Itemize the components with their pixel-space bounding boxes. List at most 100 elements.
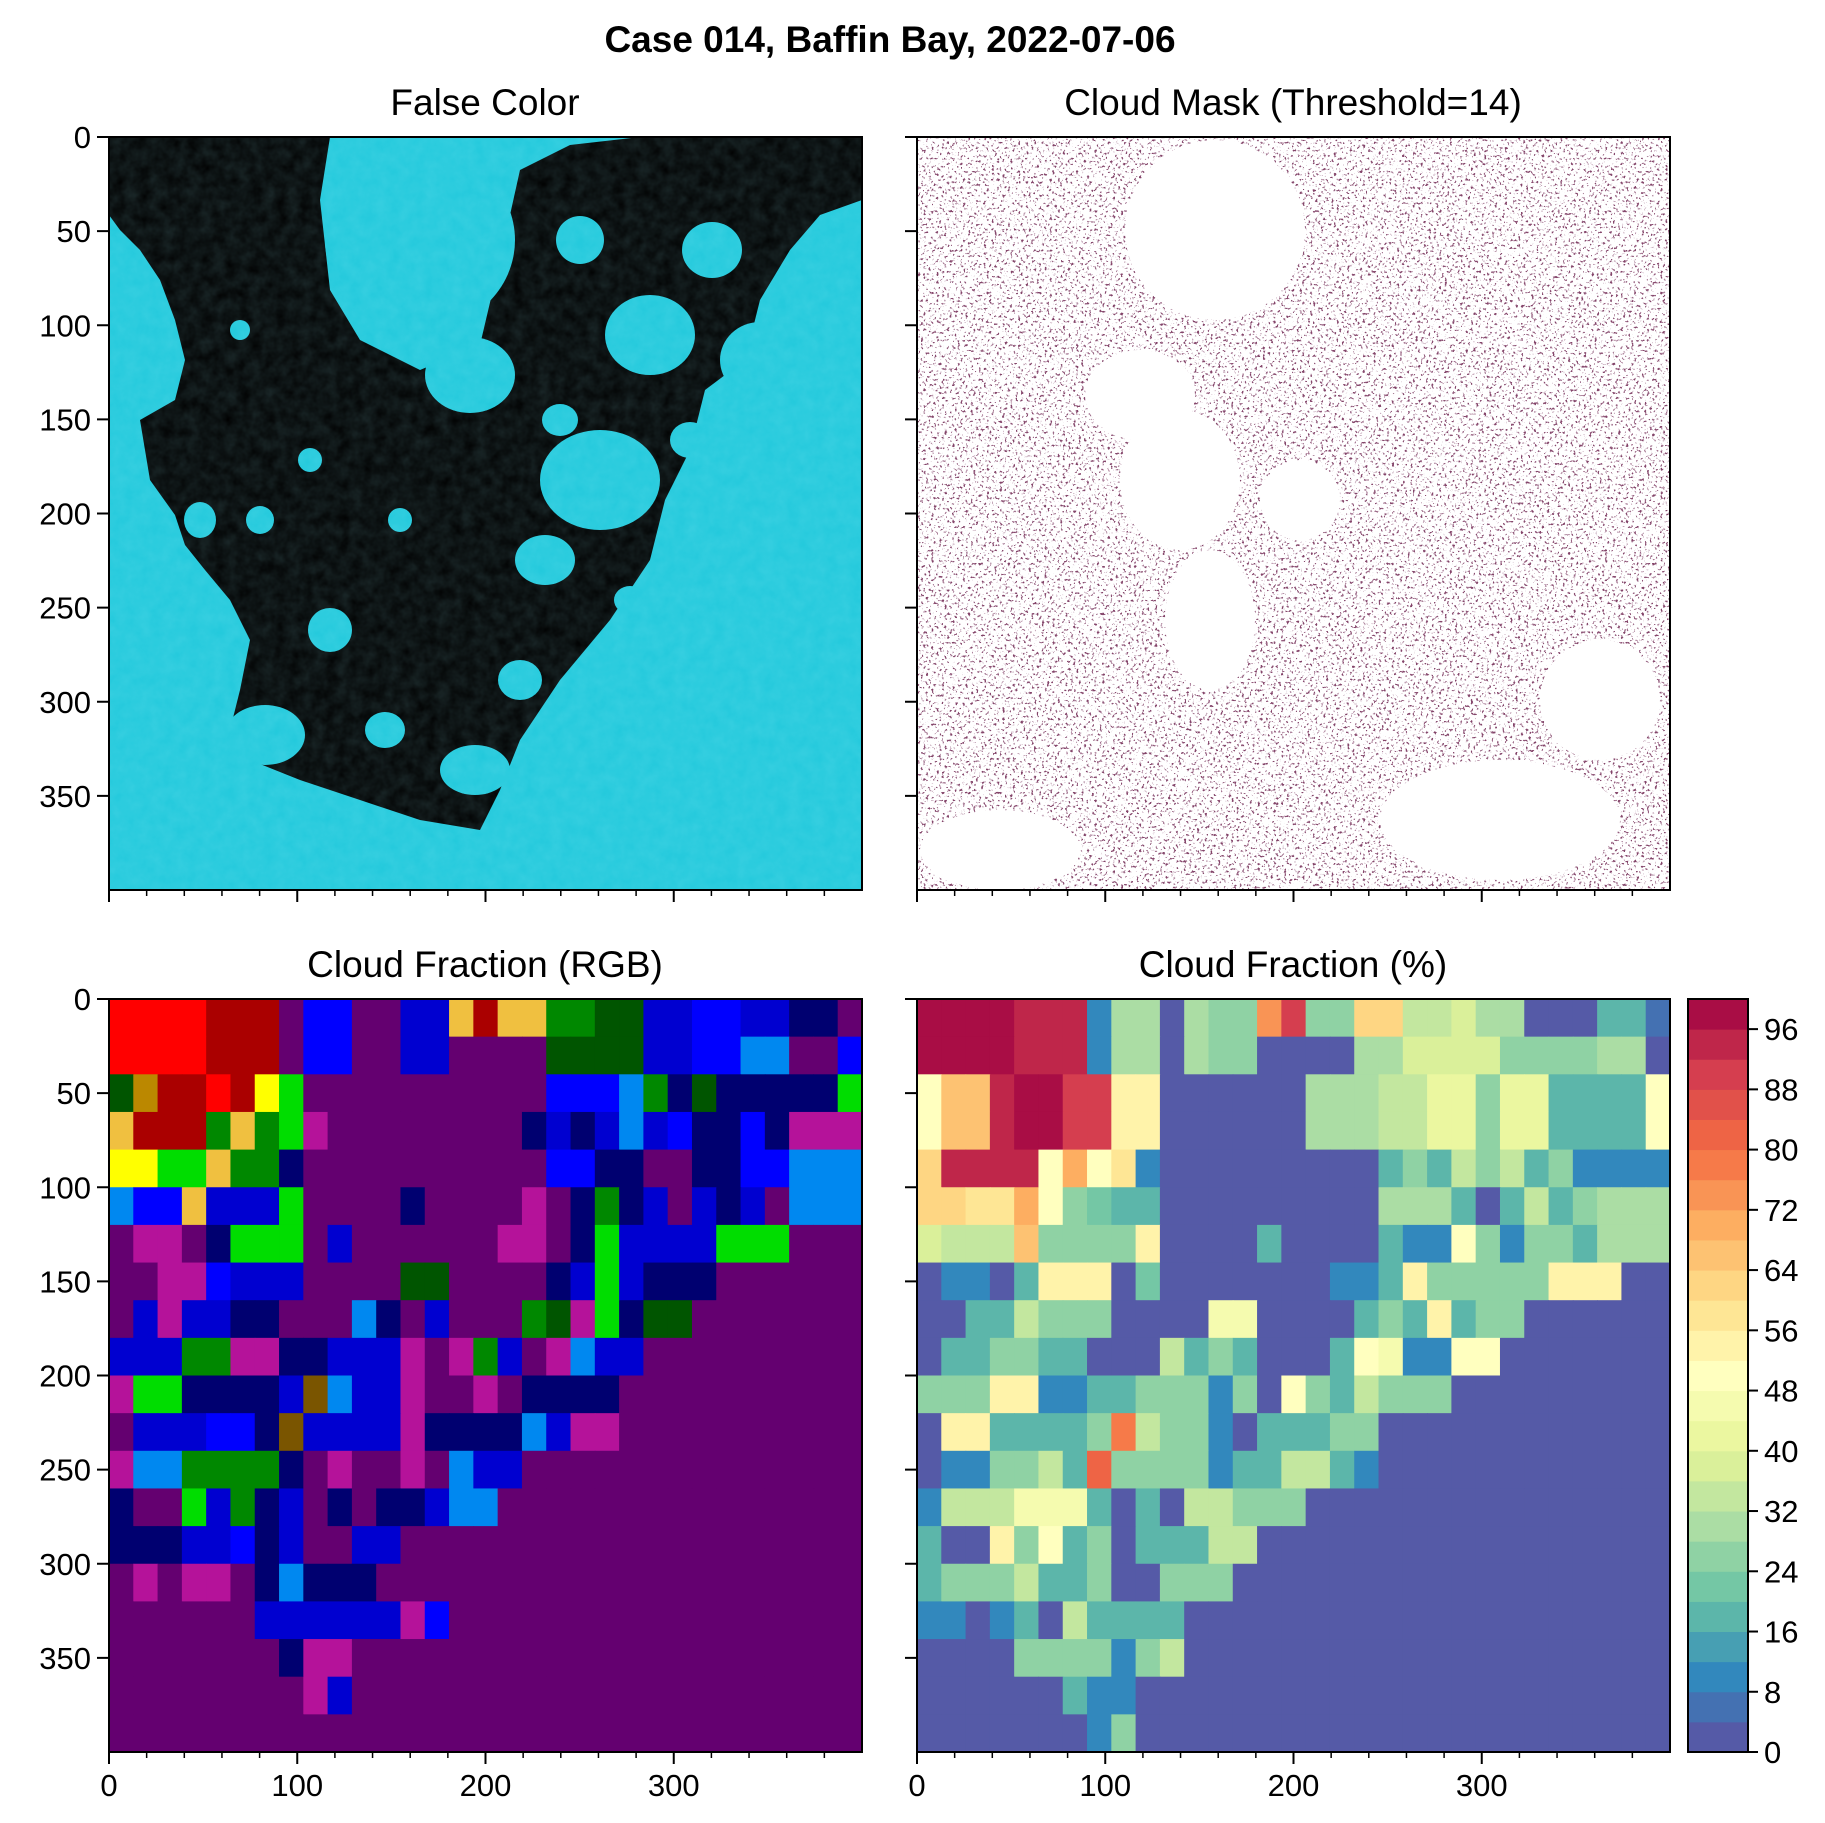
heatmap-cell [1305,1601,1331,1640]
rgb-cell [449,1149,474,1188]
rgb-cell [619,1149,644,1188]
panel-cloud-mask: Cloud Mask (Threshold=14) [905,82,1671,902]
heatmap-cell [1402,1300,1428,1339]
rgb-cell [351,1036,377,1075]
rgb-cell [497,1375,523,1414]
rgb-cell [157,1375,183,1414]
rgb-cell [400,1714,426,1752]
rgb-cell [327,999,353,1038]
rgb-cell [424,1676,450,1715]
rgb-cell [279,1639,304,1678]
heatmap-cell [965,999,991,1038]
heatmap-cell [1087,1413,1112,1452]
rgb-cell [691,1111,717,1151]
heatmap-cell [1378,1149,1404,1188]
rgb-cell [449,1262,474,1301]
heatmap-cell [1232,1337,1258,1377]
heatmap-cell [1062,1224,1088,1264]
colorbar-level [1688,1119,1748,1151]
rgb-cell [254,1639,280,1678]
heatmap-cell [941,1262,967,1301]
rgb-cell [303,1601,329,1640]
rgb-cell [206,1036,232,1075]
rgb-cell [837,1601,862,1640]
heatmap-cell [1038,1488,1064,1527]
rgb-cell [643,1450,669,1490]
heatmap-cell [1572,1375,1598,1414]
heatmap-cell [1232,1450,1258,1490]
heatmap-cell [1087,1149,1112,1188]
heatmap-cell [965,1563,991,1602]
y-tick-label: 300 [39,1547,91,1582]
heatmap-cell [917,1074,942,1113]
heatmap-cell [965,1375,991,1414]
heatmap-cell [1524,1450,1550,1490]
rgb-cell [157,1224,183,1264]
heatmap-cell [1572,1337,1598,1377]
heatmap-cell [1281,1262,1307,1301]
rgb-cell [521,1676,547,1715]
rgb-cell [473,1224,499,1264]
rgb-cell [157,1563,183,1602]
heatmap-cell [1548,1714,1574,1752]
rgb-cell [837,1187,862,1226]
heatmap-cell [1329,1563,1355,1602]
rgb-cell [279,1074,304,1113]
y-tick-label: 50 [57,1076,91,1111]
heatmap-cell [1159,1111,1185,1151]
heatmap-cell [941,999,967,1038]
heatmap-cell [1597,1601,1623,1640]
rgb-cell [424,1375,450,1414]
rgb-cell [157,1526,183,1565]
rgb-cell [449,1187,474,1226]
heatmap-cell [1257,1601,1282,1640]
heatmap-cell [1184,1375,1210,1414]
rgb-cell [789,1224,815,1264]
rgb-cell [813,1714,839,1752]
heatmap-cell [1621,999,1647,1038]
rgb-cell [497,1714,523,1752]
rgb-cell [570,1676,596,1715]
rgb-cell [546,1676,572,1715]
rgb-cell [619,1450,644,1490]
heatmap-cell [1014,1149,1040,1188]
rgb-cell [109,1450,134,1490]
heatmap-cell [1014,1639,1040,1678]
rgb-cell [691,1488,717,1527]
heatmap-cell [1645,1563,1670,1602]
colorbar-tick-label: 0 [1764,1735,1781,1770]
heatmap-cell [989,1601,1015,1640]
heatmap-cell [1232,1149,1258,1188]
heatmap-cell [1548,1526,1574,1565]
rgb-cell [813,1639,839,1678]
heatmap-cell [1378,1300,1404,1339]
heatmap-cell [1014,1300,1040,1339]
rgb-cell [181,1676,207,1715]
heatmap-cell [1062,1601,1088,1640]
rgb-cell [740,1601,766,1640]
rgb-cell [619,1563,644,1602]
heatmap-cell [1257,999,1282,1038]
rgb-cell [837,1036,862,1075]
ice-texture [109,137,862,890]
heatmap-cell [1524,1526,1550,1565]
heatmap-cell [1038,1224,1064,1264]
rgb-cell [570,999,596,1038]
heatmap-cell [1499,1450,1525,1490]
rgb-cell [400,999,426,1038]
heatmap-cell [1062,1262,1088,1301]
heatmap-cell [1257,1262,1282,1301]
rgb-cell [181,1639,207,1678]
heatmap-cell [1475,1036,1501,1075]
heatmap-cell [1014,1074,1040,1113]
rgb-cell [813,1337,839,1377]
rgb-cell [691,1450,717,1490]
heatmap-cell [1305,1224,1331,1264]
heatmap-cell [1257,1036,1282,1075]
colorbar-tick-label: 24 [1764,1554,1798,1589]
y-tick-label: 100 [39,308,91,343]
heatmap-cell [941,1300,967,1339]
colorbar-level [1688,1691,1748,1723]
colorbar-tick-label: 8 [1764,1675,1781,1710]
colorbar-level [1688,1420,1748,1452]
